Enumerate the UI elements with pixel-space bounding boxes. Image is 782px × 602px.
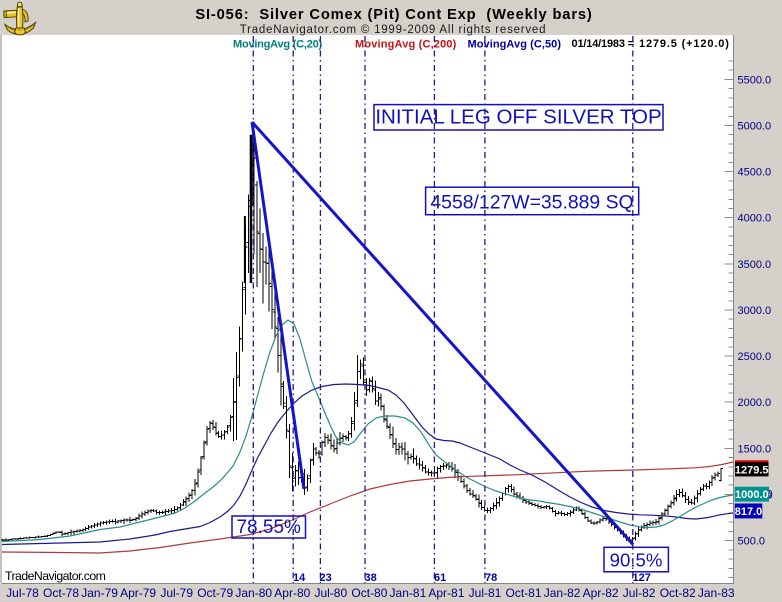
- svg-text:Oct-82: Oct-82: [660, 586, 696, 600]
- svg-text:MovingAvg (C,50): MovingAvg (C,50): [468, 39, 562, 51]
- svg-text:Jul-79: Jul-79: [160, 586, 193, 600]
- svg-text:MovingAvg (C,200): MovingAvg (C,200): [355, 39, 457, 51]
- svg-text:Apr-82: Apr-82: [583, 586, 619, 600]
- svg-text:Jan-83: Jan-83: [698, 586, 735, 600]
- svg-text:5000.0: 5000.0: [738, 121, 772, 133]
- svg-text:2500.0: 2500.0: [738, 351, 772, 363]
- svg-text:= 1279.5 (+120.0): = 1279.5 (+120.0): [628, 38, 730, 50]
- svg-text:INITIAL LEG OFF SILVER TOP: INITIAL LEG OFF SILVER TOP: [375, 106, 661, 129]
- svg-text:1500.0: 1500.0: [738, 443, 772, 455]
- svg-text:3000.0: 3000.0: [738, 305, 772, 317]
- svg-text:MovingAvg (C,20): MovingAvg (C,20): [233, 39, 323, 51]
- svg-text:Jan-81: Jan-81: [390, 586, 427, 600]
- svg-text:Oct-78: Oct-78: [43, 586, 79, 600]
- svg-text:Jul-80: Jul-80: [314, 586, 347, 600]
- svg-text:127: 127: [633, 572, 651, 584]
- svg-text:Jan-80: Jan-80: [235, 586, 272, 600]
- svg-text:2000.0: 2000.0: [738, 397, 772, 409]
- svg-text:Jul-82: Jul-82: [623, 586, 656, 600]
- svg-text:Oct-81: Oct-81: [505, 586, 541, 600]
- svg-text:TradeNavigator.com: TradeNavigator.com: [5, 569, 106, 583]
- svg-text:78: 78: [485, 572, 497, 584]
- svg-text:01/14/1983: 01/14/1983: [572, 38, 625, 50]
- svg-text:Jan-82: Jan-82: [544, 586, 581, 600]
- svg-text:14: 14: [293, 572, 306, 584]
- svg-text:4558/127W=35.889 SQ: 4558/127W=35.889 SQ: [430, 192, 633, 214]
- svg-text:Apr-80: Apr-80: [274, 586, 310, 600]
- svg-text:SI-056: Silver Comex (Pit) Co: SI-056: Silver Comex (Pit) Cont Exp (Wee…: [195, 7, 592, 23]
- svg-text:Jul-78: Jul-78: [6, 586, 39, 600]
- svg-text:Oct-79: Oct-79: [197, 586, 233, 600]
- svg-text:3500.0: 3500.0: [738, 259, 772, 271]
- svg-text:38: 38: [365, 572, 377, 584]
- svg-text:500.0: 500.0: [738, 536, 766, 548]
- svg-text:78.55%: 78.55%: [236, 517, 301, 538]
- svg-text:Jan-79: Jan-79: [81, 586, 118, 600]
- svg-text:Jul-81: Jul-81: [469, 586, 502, 600]
- svg-text:1000.0: 1000.0: [735, 489, 769, 501]
- svg-text:Apr-79: Apr-79: [120, 586, 156, 600]
- svg-text:TradeNavigator.com © 1999-2009: TradeNavigator.com © 1999-2009 All right…: [240, 24, 547, 36]
- svg-text:4500.0: 4500.0: [738, 167, 772, 179]
- svg-text:Oct-80: Oct-80: [351, 586, 387, 600]
- svg-text:61: 61: [434, 572, 446, 584]
- svg-text:90.5%: 90.5%: [610, 550, 663, 571]
- svg-text:817.0: 817.0: [735, 506, 763, 518]
- svg-text:Apr-81: Apr-81: [428, 586, 464, 600]
- svg-text:23: 23: [320, 572, 332, 584]
- svg-text:4000.0: 4000.0: [738, 213, 772, 225]
- svg-text:1279.5: 1279.5: [735, 464, 769, 476]
- svg-text:5500.0: 5500.0: [738, 74, 772, 86]
